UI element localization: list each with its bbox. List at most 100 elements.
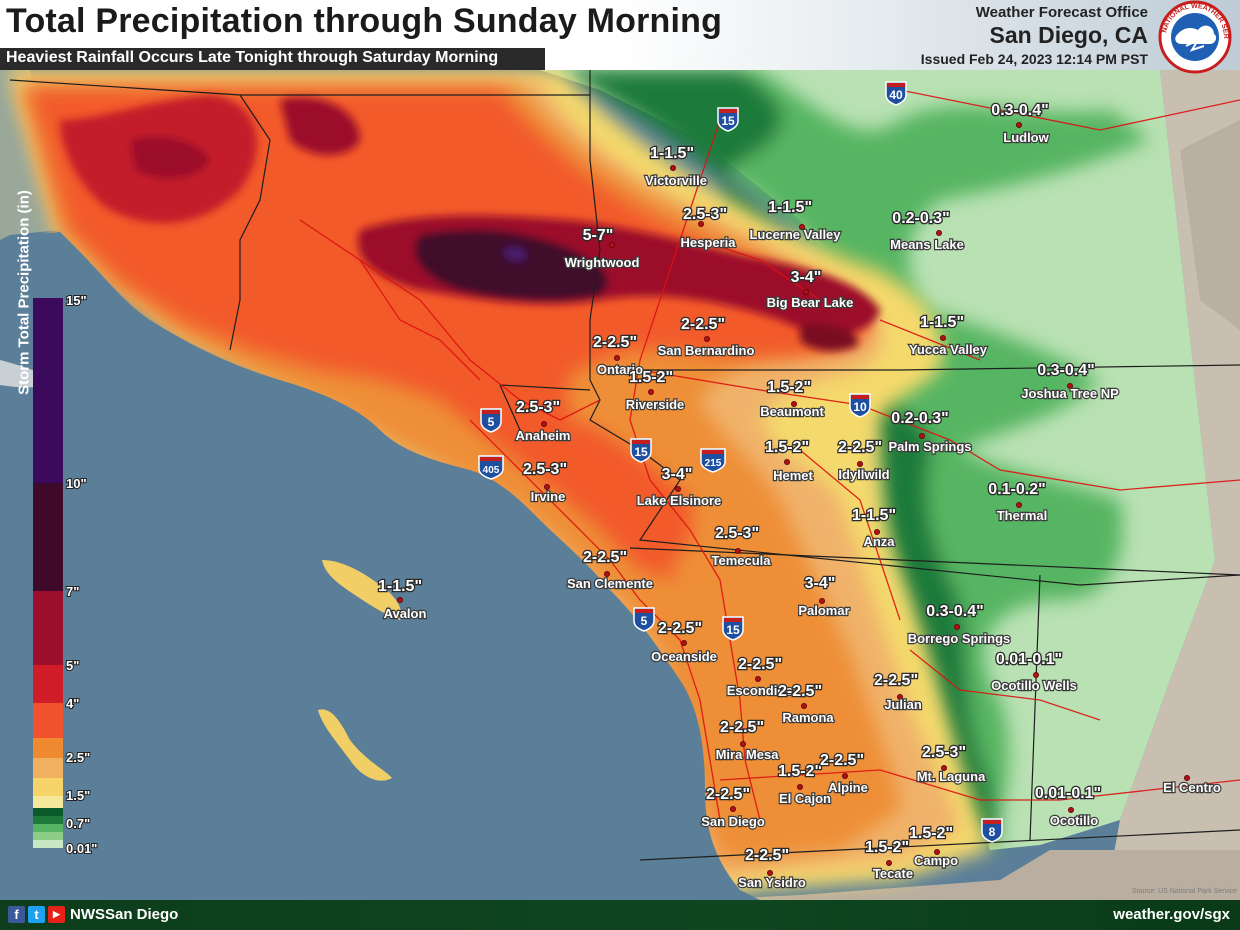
location-dot [735, 548, 742, 555]
city-label: Hesperia [681, 235, 737, 250]
location-marker: 0.3-0.4" Joshua Tree NP [1020, 361, 1120, 403]
city-label: Escondido [727, 683, 794, 698]
city-label: Thermal [997, 508, 1048, 523]
location-dot [604, 571, 611, 578]
location-dot [919, 432, 926, 439]
interstate-shield: 15 [630, 438, 652, 463]
city-label: Wrightwood [565, 255, 640, 270]
location-marker: 2.5-3" Irvine [522, 460, 569, 506]
precip-amount: 0.01-0.1" [996, 651, 1062, 668]
legend-colorbar [33, 298, 63, 848]
precip-dark-red-2 [280, 97, 360, 155]
location-marker: 1-1.5" Lucerne Valley [748, 198, 842, 244]
location-marker: 3-4" Lake Elsinore [636, 465, 723, 510]
location-labels: 1-1.5" Victorville 2.5-3" Hesperia 1-1.5" Luc… [377, 101, 1222, 892]
precip-amount: 1-1.5" [378, 578, 422, 595]
island-catalina [322, 560, 402, 620]
location-marker: 2-2.5" San Bernardino [656, 315, 755, 360]
legend-tick-label: 15" [66, 293, 87, 308]
location-marker: 1-1.5" Victorville [644, 144, 708, 190]
location-marker: 1.5-2" Riverside [625, 368, 686, 414]
nws-logo[interactable]: NATIONAL WEATHER SERVICE [1158, 0, 1232, 74]
location-marker: 2-2.5" San Diego [700, 785, 766, 831]
interstate-number: 215 [705, 458, 722, 469]
city-label: Anza [863, 534, 895, 549]
location-dot [648, 388, 655, 395]
precip-amount: 0.3-0.4" [1037, 362, 1094, 379]
precip-amount: 2-2.5" [658, 620, 702, 637]
precip-amount: 0.1-0.2" [988, 481, 1045, 498]
location-dot [609, 241, 616, 248]
city-label: Lake Elsinore [637, 493, 722, 508]
city-label: Anaheim [516, 428, 571, 443]
legend-tick-label: 1.5" [66, 788, 90, 803]
precip-amount: 1.5-2" [778, 763, 822, 780]
location-dot [740, 741, 747, 748]
location-dot [857, 460, 864, 467]
interstate-number: 8 [989, 825, 996, 839]
twitter-icon[interactable]: t [28, 906, 45, 923]
legend-tick-label: 5" [66, 658, 79, 673]
interstate-number: 405 [483, 465, 500, 476]
legend-ticks: 15" 10" 7" 5" 4" 2.5" 1.5" 0.7" 0.01" [65, 292, 98, 857]
precip-amount: 1.5-2" [909, 825, 953, 842]
city-label: Idyllwild [838, 467, 889, 482]
precip-amount: 2-2.5" [583, 549, 627, 566]
city-label: San Bernardino [658, 343, 755, 358]
location-marker: 2-2.5" Alpine [819, 751, 869, 797]
precip-amount: 2-2.5" [720, 719, 764, 736]
interstate-number: 40 [889, 88, 903, 102]
precip-amount: 1.5-2" [767, 379, 811, 396]
city-label: Palomar [798, 603, 849, 618]
city-label: Campo [914, 853, 958, 868]
location-dot [934, 849, 941, 856]
facebook-icon[interactable]: f [8, 906, 25, 923]
precip-maroon [414, 229, 608, 301]
location-marker: 1.5-2" Tecate [864, 838, 915, 883]
precip-green-base [540, 70, 1215, 850]
legend-title: Storm Total Precipitation (in) [15, 190, 33, 395]
website-link[interactable]: weather.gov/sgx [1113, 906, 1230, 923]
location-dot [730, 806, 737, 813]
social-handle[interactable]: NWSSan Diego [70, 906, 179, 923]
location-dot [396, 597, 403, 604]
location-marker: 1.5-2" Beaumont [759, 378, 826, 421]
location-dot [819, 598, 826, 605]
precip-amount: 2-2.5" [745, 847, 789, 864]
location-marker: 0.2-0.3" Means Lake [889, 209, 965, 254]
precip-amount: 2-2.5" [593, 334, 637, 351]
subtitle-bar [0, 48, 545, 70]
location-marker: 2.5-3" Anaheim [514, 398, 571, 445]
city-label: Lucerne Valley [749, 227, 841, 242]
city-label: Borrego Springs [908, 631, 1011, 646]
precip-amount: 1-1.5" [920, 314, 964, 331]
location-dot [803, 288, 810, 295]
city-label: Avalon [384, 606, 427, 621]
precip-amount: 1.5-2" [629, 369, 673, 386]
location-dot [541, 420, 548, 427]
location-marker: 1-1.5" Anza [851, 506, 898, 551]
location-marker: 2-2.5" Oceanside [650, 619, 718, 666]
location-marker: 0.3-0.4" Borrego Springs [907, 602, 1012, 648]
location-dot [1033, 672, 1040, 679]
location-dot [544, 483, 551, 490]
interstate-number: 5 [488, 415, 495, 429]
location-dot [791, 400, 798, 407]
precip-amount: 2-2.5" [778, 683, 822, 700]
legend-tick-label: 4" [66, 696, 79, 711]
office-name: Weather Forecast Office [975, 4, 1148, 21]
city-label: Mira Mesa [716, 747, 780, 762]
location-marker: 2-2.5" San Clemente [566, 548, 654, 593]
precip-amount: 1.5-2" [765, 439, 809, 456]
city-label: San Ysidro [738, 875, 806, 890]
precip-red-orange-south [580, 420, 693, 562]
city-label: Mt. Laguna [917, 769, 986, 784]
precip-amount: 0.3-0.4" [991, 102, 1048, 119]
city-label: El Cajon [779, 791, 831, 806]
location-marker: 2-2.5" Mira Mesa [714, 718, 780, 764]
location-dot [941, 765, 948, 772]
city-label: Palm Springs [888, 439, 971, 454]
youtube-icon[interactable]: ▶ [48, 906, 65, 923]
